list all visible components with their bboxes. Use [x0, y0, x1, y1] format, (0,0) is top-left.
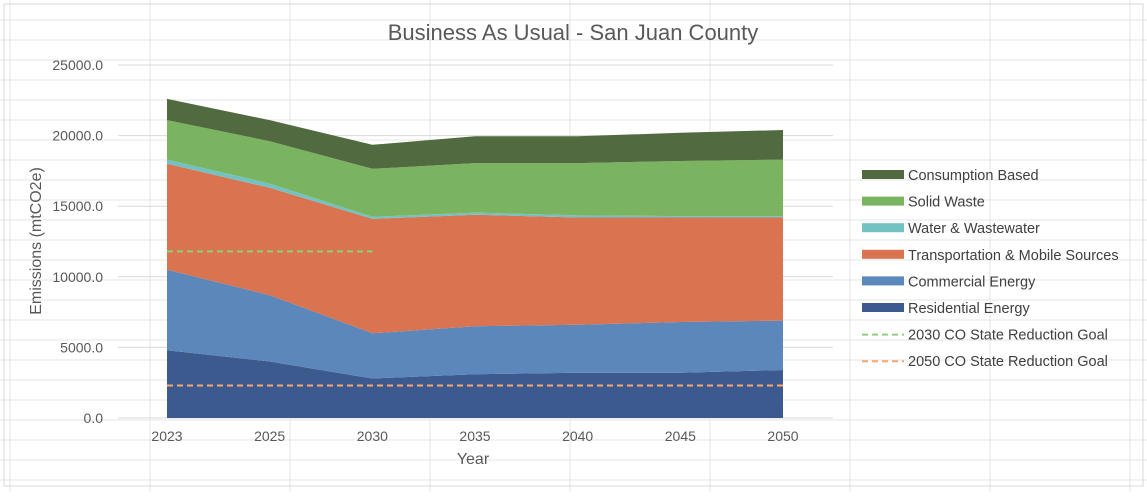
- legend-label: 2050 CO State Reduction Goal: [908, 354, 1108, 370]
- legend-item-2050-co-state-reduction-goal[interactable]: 2050 CO State Reduction Goal: [862, 354, 1108, 370]
- reference-lines: [167, 250, 783, 387]
- legend-label: Transportation & Mobile Sources: [908, 248, 1119, 264]
- y-tick-label: 10000.0: [52, 269, 103, 285]
- legend-label: Consumption Based: [908, 168, 1039, 184]
- y-axis-title: Emissions (mtCO2e): [28, 167, 45, 315]
- legend-swatch: [862, 276, 904, 286]
- area-solid-waste[interactable]: [167, 120, 783, 217]
- area-transportation-and-mobile-sources[interactable]: [167, 163, 783, 334]
- legend-item-water-and-wastewater[interactable]: Water & Wastewater: [862, 221, 1040, 237]
- stacked-area-series: [167, 98, 783, 418]
- y-axis-tick-labels: 0.0 5000.0 10000.0 15000.0 20000.0 25000.0: [52, 57, 103, 426]
- y-tick-label: 5000.0: [60, 339, 103, 355]
- x-axis-tick-labels: 2023 2025 2030 2035 2040 2045 2050: [151, 428, 798, 444]
- area-consumption-based[interactable]: [167, 98, 783, 169]
- y-tick-label: 15000.0: [52, 198, 103, 214]
- legend-swatch: [862, 170, 904, 179]
- legend-swatch: [862, 223, 904, 233]
- legend-label: Solid Waste: [908, 195, 985, 211]
- x-tick-label: 2025: [254, 428, 285, 444]
- x-tick-label: 2045: [665, 428, 696, 444]
- legend-label: 2030 CO State Reduction Goal: [908, 328, 1108, 344]
- legend-item-residential-energy[interactable]: Residential Energy: [862, 301, 1030, 317]
- x-tick-label: 2035: [459, 428, 490, 444]
- y-tick-label: 20000.0: [52, 128, 103, 144]
- y-tick-label: 25000.0: [52, 57, 103, 73]
- x-tick-label: 2050: [767, 428, 798, 444]
- x-tick-label: 2023: [151, 428, 182, 444]
- legend-label: Commercial Energy: [908, 274, 1036, 290]
- area-residential-energy[interactable]: [167, 350, 783, 418]
- chart-area-border[interactable]: [3, 3, 1144, 487]
- y-tick-label: 0.0: [84, 410, 104, 426]
- area-commercial-energy[interactable]: [167, 269, 783, 379]
- x-axis-title: Year: [457, 451, 490, 468]
- legend-item-consumption-based[interactable]: Consumption Based: [862, 168, 1039, 184]
- legend-swatch: [862, 196, 904, 206]
- legend-item-transportation-and-mobile-sources[interactable]: Transportation & Mobile Sources: [862, 248, 1119, 264]
- legend-item-2030-co-state-reduction-goal[interactable]: 2030 CO State Reduction Goal: [862, 328, 1108, 344]
- legend-item-solid-waste[interactable]: Solid Waste: [862, 195, 985, 211]
- x-tick-label: 2030: [357, 428, 388, 444]
- legend-label: Residential Energy: [908, 301, 1030, 317]
- legend-swatch: [862, 249, 904, 259]
- legend-label: Water & Wastewater: [908, 221, 1040, 237]
- legend-item-commercial-energy[interactable]: Commercial Energy: [862, 274, 1036, 290]
- chart-title: Business As Usual - San Juan County: [388, 20, 759, 45]
- legend: Consumption Based Solid Waste Water & Wast…: [862, 168, 1119, 370]
- legend-swatch: [862, 303, 904, 312]
- x-tick-label: 2040: [562, 428, 593, 444]
